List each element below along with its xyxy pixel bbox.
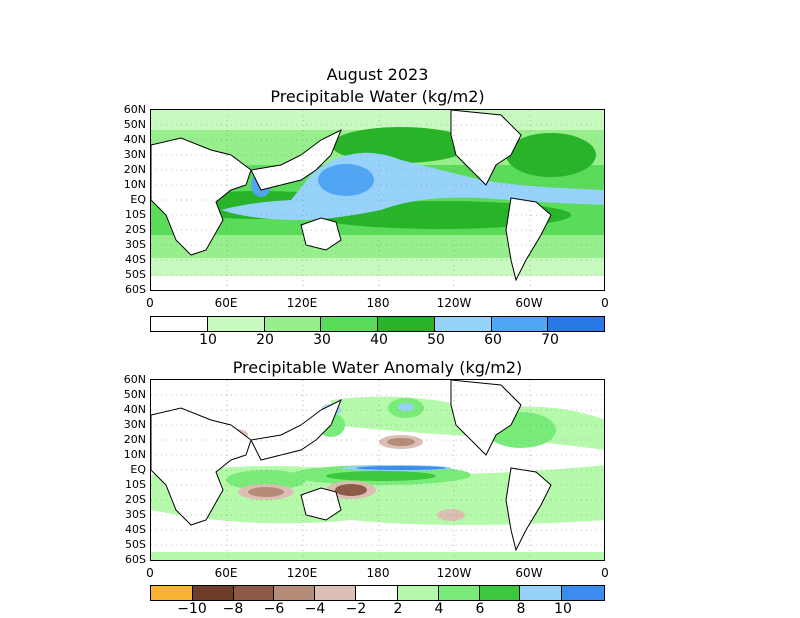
colorbar-swatch: [397, 586, 439, 600]
colorbar-label: 60: [484, 332, 502, 348]
colorbar-swatch: [151, 317, 208, 331]
colorbar-label: 70: [541, 332, 559, 348]
colorbar-label: −10: [177, 601, 207, 617]
lat-label: 20N: [123, 433, 146, 446]
colorbar-label: −2: [345, 601, 367, 617]
lat-label: 20N: [123, 163, 146, 176]
colorbar-swatch: [151, 586, 193, 600]
colorbar-swatch: [562, 586, 604, 600]
colorbar-swatch: [321, 317, 378, 331]
lat-label: 50N: [123, 118, 146, 131]
colorbar-swatch: [438, 586, 480, 600]
colorbar-swatch: [315, 586, 357, 600]
precipitable-water-map: [150, 109, 605, 291]
lat-label: 60N: [123, 103, 146, 116]
lat-label: 50S: [125, 268, 146, 281]
colorbar-label: 2: [393, 601, 403, 617]
lat-label: 20S: [125, 223, 146, 236]
lat-label: 50N: [123, 388, 146, 401]
lon-label: 120W: [436, 566, 472, 580]
colorbar-swatch: [479, 586, 521, 600]
lon-label: 120W: [436, 296, 472, 310]
colorbar-label: 50: [427, 332, 445, 348]
lat-label: EQ: [130, 463, 146, 476]
lat-label: 60N: [123, 373, 146, 386]
lon-label: 120E: [286, 566, 318, 580]
colorbar-swatch: [520, 586, 563, 600]
lon-label: 60W: [515, 296, 543, 310]
lat-label: 30N: [123, 418, 146, 431]
colorbar-label: −8: [222, 601, 244, 617]
precipitable-water-field: [151, 110, 604, 290]
lat-label: 30S: [125, 508, 146, 521]
lat-label: 60S: [125, 553, 146, 566]
lon-label: 120E: [286, 296, 318, 310]
precipitable-water-anomaly-field: [151, 380, 604, 560]
lon-label: 0: [601, 566, 609, 580]
colorbar-label: 6: [475, 601, 485, 617]
colorbar-swatch: [274, 586, 316, 600]
colorbar-label: 8: [516, 601, 526, 617]
colorbar-label: 30: [313, 332, 331, 348]
colorbar-swatch: [264, 317, 322, 331]
colorbar-label: 20: [256, 332, 274, 348]
colorbar-swatch: [192, 586, 234, 600]
colorbar-label: −6: [263, 601, 285, 617]
colorbar-label: 40: [370, 332, 388, 348]
lat-label: 10N: [123, 448, 146, 461]
colorbar-swatch: [491, 317, 549, 331]
colorbar-swatch: [378, 317, 435, 331]
lon-label: 0: [146, 296, 154, 310]
lat-label: 20S: [125, 493, 146, 506]
lat-label: 10S: [125, 478, 146, 491]
colorbar-label: 10: [199, 332, 217, 348]
colorbar-swatch: [434, 317, 492, 331]
lon-label: 180: [366, 296, 390, 310]
lat-label: 10N: [123, 178, 146, 191]
lon-label: 180: [366, 566, 390, 580]
colorbar-label: 4: [434, 601, 444, 617]
colorbar-swatch: [233, 586, 275, 600]
lat-label: 60S: [125, 283, 146, 296]
panel1-title: Precipitable Water (kg/m2): [270, 87, 485, 106]
lat-label: 40N: [123, 403, 146, 416]
lon-label: 0: [146, 566, 154, 580]
lat-label: 30S: [125, 238, 146, 251]
lat-label: 30N: [123, 148, 146, 161]
panel1-colorbar: [150, 316, 605, 332]
panel2-colorbar: [150, 585, 605, 601]
lon-label: 60E: [214, 296, 238, 310]
lat-label: 50S: [125, 538, 146, 551]
colorbar-label: 10: [554, 601, 572, 617]
lat-label: 40N: [123, 133, 146, 146]
lat-label: 40S: [125, 523, 146, 536]
colorbar-swatch: [548, 317, 604, 331]
panel2-title: Precipitable Water Anomaly (kg/m2): [232, 358, 523, 377]
colorbar-swatch: [356, 586, 398, 600]
colorbar-swatch: [207, 317, 265, 331]
lat-label: EQ: [130, 193, 146, 206]
lon-label: 60E: [214, 566, 238, 580]
colorbar-label: −4: [304, 601, 326, 617]
lon-label: 0: [601, 296, 609, 310]
lat-label: 10S: [125, 208, 146, 221]
lat-label: 40S: [125, 253, 146, 266]
date-title: August 2023: [326, 65, 429, 84]
precipitable-water-anomaly-map: [150, 379, 605, 561]
lon-label: 60W: [515, 566, 543, 580]
